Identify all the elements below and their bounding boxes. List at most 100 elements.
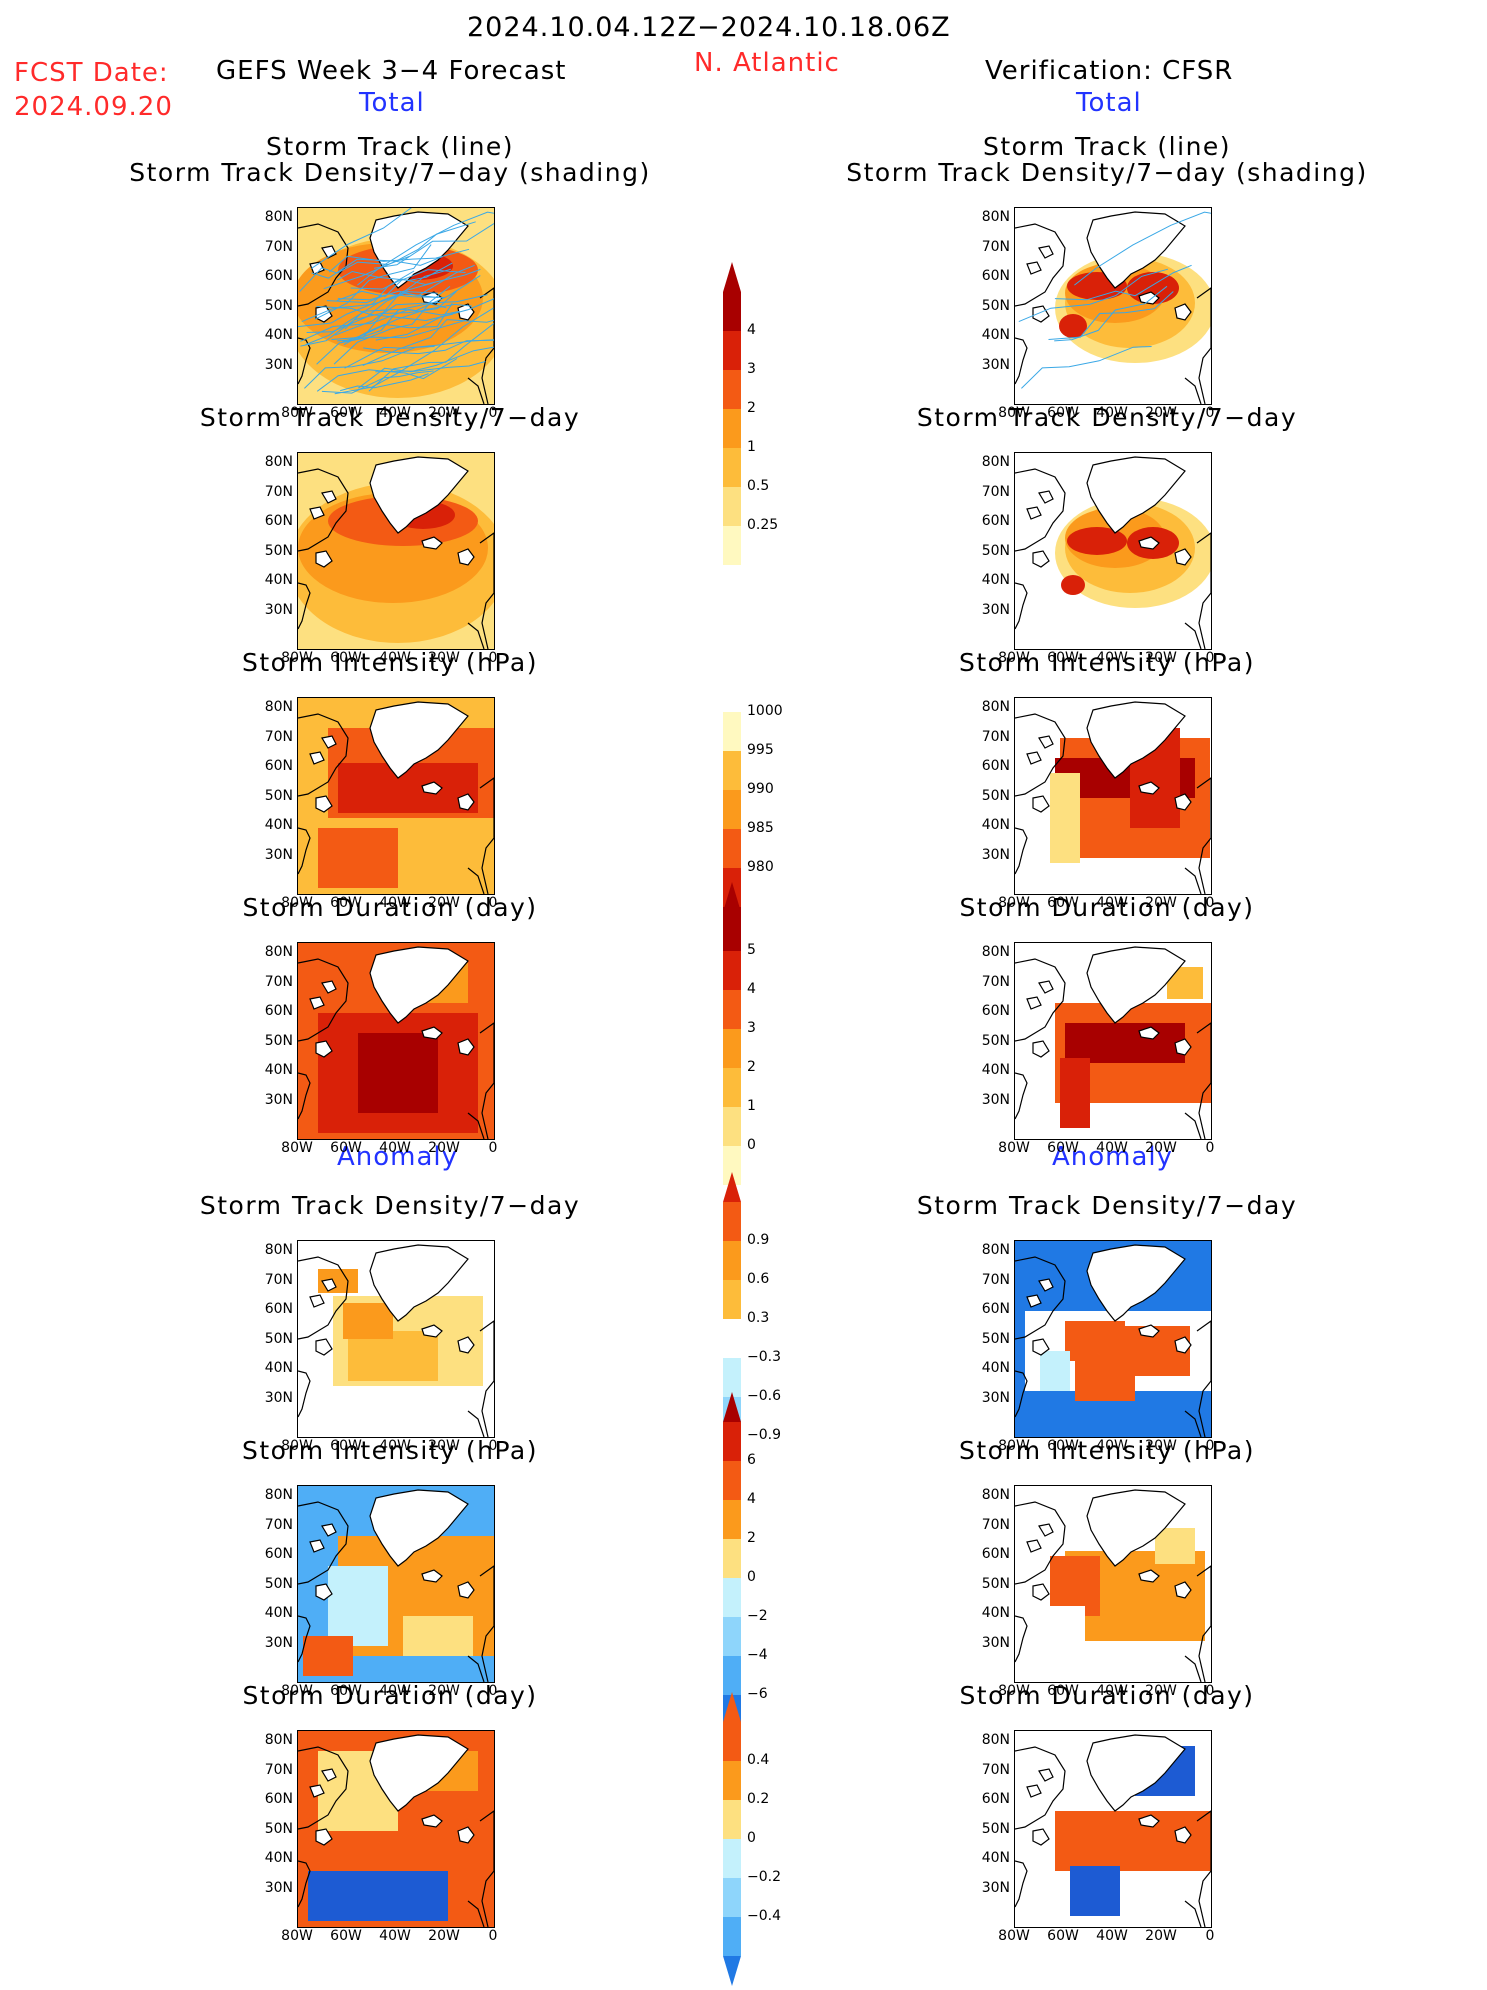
- lat-tick-label: 70N: [981, 1271, 1010, 1288]
- lon-tick-label: 80W: [281, 1140, 313, 1156]
- lon-tick-label: 80W: [281, 1683, 313, 1699]
- lat-tick-label: 70N: [981, 728, 1010, 745]
- lon-tick-label: 0: [1205, 1928, 1215, 1944]
- lat-tick-label: 80N: [981, 1487, 1010, 1503]
- lon-tick-label: 0: [488, 405, 498, 421]
- lon-tick-label: 60W: [1047, 1438, 1079, 1454]
- lon-tick-label: 20W: [428, 1683, 460, 1699]
- colorbar-tick-label: −0.6: [747, 1388, 781, 1404]
- track-map-left: [297, 207, 495, 405]
- lat-tick-label: 70N: [981, 238, 1010, 255]
- title-intensity-right: Storm Intensity (hPa): [959, 648, 1255, 677]
- lat-tick-label: 40N: [264, 327, 293, 343]
- lat-tick-label: 70N: [264, 1761, 293, 1778]
- lat-tick-label: 30N: [264, 846, 293, 863]
- duration-anom-map-right: [1014, 1730, 1212, 1928]
- lon-tick-label: 60W: [330, 405, 362, 421]
- lat-tick-label: 70N: [264, 483, 293, 500]
- lon-tick-label: 0: [1205, 650, 1215, 666]
- density-map-right: [1014, 452, 1212, 650]
- lat-tick-label: 80N: [264, 1732, 293, 1748]
- colorbar-tick-label: 0.9: [747, 1232, 770, 1248]
- lon-tick-label: 40W: [1096, 405, 1128, 421]
- lat-tick-label: 70N: [981, 483, 1010, 500]
- title-intensity-left: Storm Intensity (hPa): [242, 648, 538, 677]
- lat-tick-label: 40N: [264, 817, 293, 833]
- lon-tick-label: 40W: [379, 650, 411, 666]
- lat-tick-label: 30N: [981, 1879, 1010, 1896]
- colorbar-tick-label: 2: [747, 1530, 756, 1546]
- lon-tick-label: 40W: [379, 1140, 411, 1156]
- lat-tick-label: 50N: [981, 787, 1010, 804]
- colorbar-tick-label: 3: [747, 1020, 756, 1036]
- lon-tick-label: 60W: [330, 650, 362, 666]
- lon-tick-label: 20W: [428, 650, 460, 666]
- lon-tick-label: 80W: [998, 405, 1030, 421]
- colorbar-tick-label: 4: [747, 981, 756, 997]
- lat-tick-label: 80N: [264, 1242, 293, 1258]
- lat-tick-label: 50N: [981, 542, 1010, 559]
- lon-tick-label: 0: [488, 1928, 498, 1944]
- lon-tick-label: 0: [488, 650, 498, 666]
- lat-tick-label: 50N: [264, 787, 293, 804]
- lat-tick-label: 40N: [981, 1360, 1010, 1376]
- verification-title: Verification: CFSR: [985, 56, 1234, 86]
- lat-tick-label: 40N: [981, 1062, 1010, 1078]
- lon-tick-label: 80W: [281, 650, 313, 666]
- lat-tick-label: 30N: [264, 1389, 293, 1406]
- lat-tick-label: 40N: [981, 327, 1010, 343]
- lat-tick-label: 80N: [981, 209, 1010, 225]
- total-label-left: Total: [359, 88, 425, 118]
- lon-tick-label: 80W: [281, 1928, 313, 1944]
- colorbar-tick-label: 0.25: [747, 517, 779, 533]
- title-duration-anom-left: Storm Duration (day): [242, 1681, 538, 1710]
- lat-tick-label: 50N: [264, 542, 293, 559]
- lon-tick-label: 40W: [379, 895, 411, 911]
- lon-tick-label: 80W: [281, 1438, 313, 1454]
- colorbar-tick-label: 0: [747, 1569, 756, 1585]
- colorbar-tick-label: 1: [747, 439, 756, 455]
- lat-tick-label: 60N: [981, 1791, 1010, 1807]
- title-intensity-anom-left: Storm Intensity (hPa): [242, 1436, 538, 1465]
- lat-tick-label: 60N: [264, 268, 293, 284]
- colorbar-tick-label: 1: [747, 1098, 756, 1114]
- lon-tick-label: 80W: [281, 895, 313, 911]
- lat-tick-label: 30N: [981, 1634, 1010, 1651]
- colorbar-tick-label: 995: [747, 742, 774, 758]
- colorbar-tick-label: 2: [747, 400, 756, 416]
- lon-tick-label: 80W: [998, 1438, 1030, 1454]
- lat-tick-label: 60N: [981, 513, 1010, 529]
- lat-tick-label: 60N: [264, 1546, 293, 1562]
- lat-tick-label: 80N: [981, 454, 1010, 470]
- lon-tick-label: 60W: [330, 1140, 362, 1156]
- lon-tick-label: 40W: [1096, 1438, 1128, 1454]
- lon-tick-label: 40W: [379, 405, 411, 421]
- lon-tick-label: 20W: [1145, 405, 1177, 421]
- fcst-date-label: FCST Date:: [14, 58, 169, 88]
- lat-tick-label: 30N: [981, 846, 1010, 863]
- lat-tick-label: 50N: [981, 1330, 1010, 1347]
- lon-tick-label: 80W: [998, 895, 1030, 911]
- colorbar-tick-label: 985: [747, 820, 774, 836]
- lon-tick-label: 80W: [998, 1928, 1030, 1944]
- forecast-title: GEFS Week 3−4 Forecast: [216, 56, 567, 86]
- lat-tick-label: 70N: [264, 728, 293, 745]
- lat-tick-label: 40N: [981, 817, 1010, 833]
- lat-tick-label: 30N: [264, 601, 293, 618]
- colorbar-tick-label: 0.6: [747, 1271, 770, 1287]
- lon-tick-label: 40W: [1096, 650, 1128, 666]
- lat-tick-label: 80N: [264, 1487, 293, 1503]
- lat-tick-label: 50N: [264, 1330, 293, 1347]
- colorbar-tick-label: −2: [747, 1608, 768, 1624]
- lat-tick-label: 70N: [264, 1516, 293, 1533]
- lat-tick-label: 60N: [264, 1003, 293, 1019]
- colorbar-tick-label: −0.4: [747, 1908, 781, 1924]
- colorbar-tick-label: 4: [747, 1491, 756, 1507]
- colorbar-tick-label: −6: [747, 1686, 768, 1702]
- lat-tick-label: 30N: [264, 1879, 293, 1896]
- lat-tick-label: 40N: [981, 572, 1010, 588]
- colorbar-tick-label: −0.9: [747, 1427, 781, 1443]
- lat-tick-label: 60N: [981, 1301, 1010, 1317]
- lon-tick-label: 20W: [1145, 650, 1177, 666]
- lat-tick-label: 60N: [981, 1546, 1010, 1562]
